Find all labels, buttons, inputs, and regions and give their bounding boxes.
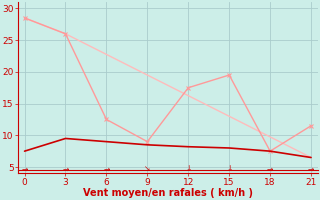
Text: →: →	[103, 164, 110, 173]
Text: ↘: ↘	[144, 164, 150, 173]
Text: ↓: ↓	[226, 164, 232, 173]
Text: →: →	[267, 164, 273, 173]
Text: →: →	[21, 164, 28, 173]
Text: ↓: ↓	[185, 164, 191, 173]
X-axis label: Vent moyen/en rafales ( km/h ): Vent moyen/en rafales ( km/h )	[83, 188, 253, 198]
Text: →: →	[62, 164, 69, 173]
Text: →: →	[308, 164, 314, 173]
